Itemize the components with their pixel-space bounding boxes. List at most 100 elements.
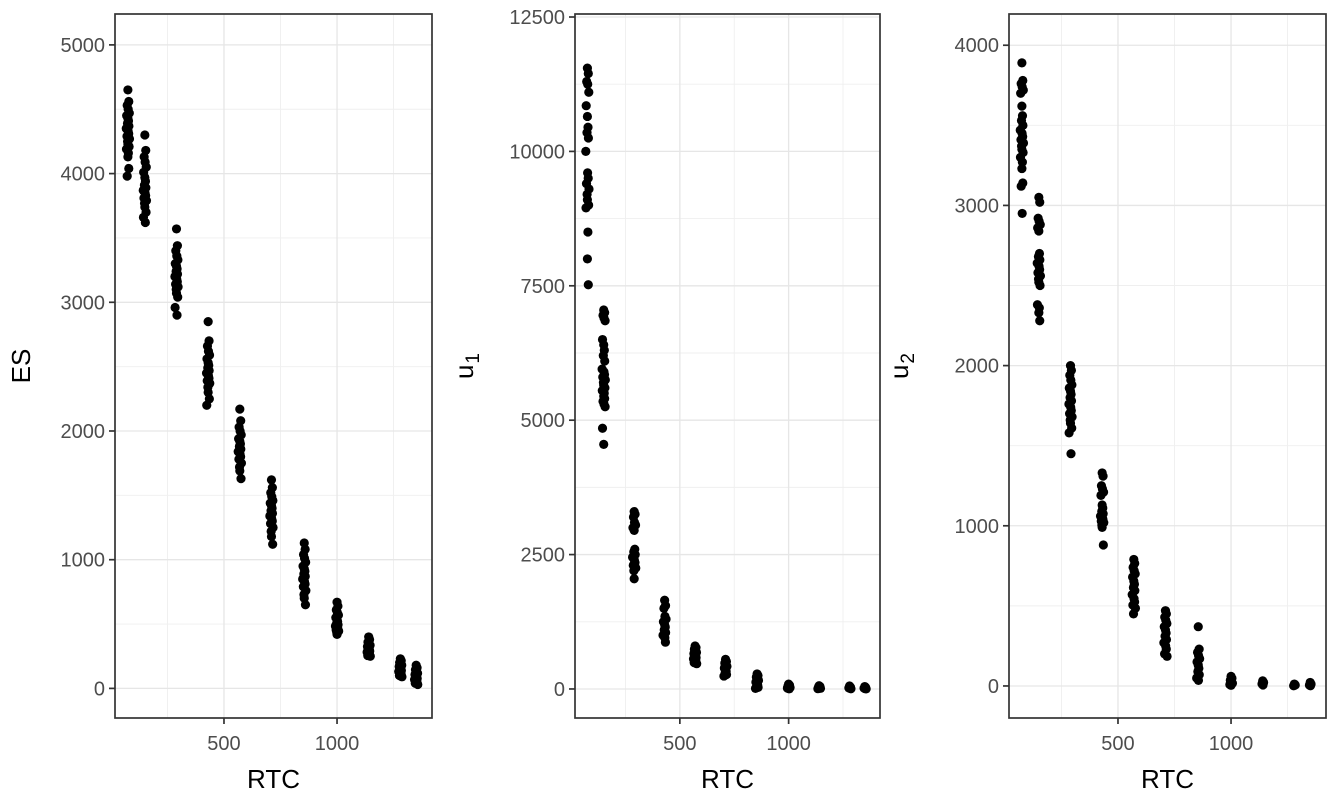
panel-border	[114, 13, 433, 719]
x-axis-title: RTC	[247, 764, 300, 794]
data-point	[1193, 622, 1203, 632]
y-tick-label: 0	[554, 679, 565, 701]
x-tick-label: 1000	[315, 733, 360, 755]
y-tick-label: 2500	[521, 545, 566, 567]
data-point	[202, 400, 212, 410]
x-tick-label: 500	[207, 733, 240, 755]
y-tick-label: 5000	[521, 410, 566, 432]
data-point	[1066, 449, 1076, 459]
data-point	[123, 152, 133, 162]
x-tick-label: 500	[1101, 733, 1134, 755]
data-point	[583, 79, 593, 89]
y-tick-label: 3000	[955, 195, 1000, 217]
y-tick-label: 2000	[955, 356, 1000, 378]
data-point	[266, 531, 277, 542]
x-tick-label: 500	[663, 733, 696, 755]
data-point	[629, 566, 639, 576]
data-point	[597, 423, 608, 433]
data-point	[1017, 163, 1027, 174]
y-tick-label: 3000	[61, 292, 106, 314]
data-point	[397, 672, 407, 682]
data-point	[1098, 471, 1108, 481]
data-point	[140, 130, 150, 140]
y-tick-label: 0	[988, 676, 999, 698]
data-point	[203, 316, 213, 327]
data-point	[600, 316, 610, 326]
data-point	[584, 87, 594, 97]
data-point	[1226, 680, 1236, 690]
data-point	[1097, 522, 1107, 532]
y-tick-label: 12500	[509, 7, 565, 29]
panel-border	[574, 13, 881, 719]
data-point	[1098, 540, 1108, 550]
data-point	[266, 475, 277, 485]
y-tick-label: 4000	[955, 35, 1000, 57]
y-axis-title: u1	[449, 353, 484, 379]
y-axis-title: u2	[884, 353, 919, 379]
data-point	[1258, 680, 1268, 690]
data-point	[582, 254, 593, 264]
data-point	[629, 574, 639, 584]
data-point	[1305, 681, 1316, 691]
data-point	[1016, 181, 1026, 191]
data-point	[1016, 88, 1026, 98]
data-point	[846, 684, 856, 694]
data-point	[1035, 316, 1045, 326]
y-tick-label: 7500	[521, 276, 566, 298]
data-point	[629, 525, 639, 535]
data-point	[1017, 58, 1027, 68]
y-axis-title: ES	[6, 349, 36, 384]
y-tick-label: 1000	[955, 516, 1000, 538]
data-point	[235, 404, 245, 414]
data-point	[122, 171, 132, 181]
data-point	[599, 439, 609, 449]
data-point	[413, 679, 423, 690]
data-point	[172, 310, 182, 320]
data-point	[268, 539, 278, 549]
data-point	[235, 466, 245, 476]
data-point	[140, 217, 150, 228]
data-point	[171, 224, 182, 234]
data-point	[1064, 428, 1074, 438]
data-point	[1162, 651, 1172, 661]
data-point	[581, 203, 591, 213]
data-point	[600, 402, 610, 412]
panel-background	[115, 14, 432, 718]
data-point	[659, 603, 669, 613]
x-tick-label: 1000	[1209, 733, 1254, 755]
data-point	[583, 68, 593, 79]
data-point	[719, 671, 729, 681]
data-point	[123, 85, 133, 95]
data-point	[170, 302, 180, 313]
data-point	[300, 600, 311, 610]
data-point	[365, 651, 375, 661]
data-point	[784, 684, 794, 694]
panel-background	[575, 14, 880, 718]
data-point	[583, 227, 593, 237]
data-point	[1289, 681, 1299, 691]
data-point	[1017, 208, 1027, 219]
data-point	[332, 629, 342, 639]
data-point	[1096, 490, 1106, 500]
data-point	[692, 659, 702, 669]
x-axis-title: RTC	[1141, 764, 1194, 794]
data-point	[236, 474, 246, 484]
data-point	[583, 280, 593, 290]
x-axis-title: RTC	[701, 764, 754, 794]
data-point	[1193, 675, 1204, 685]
data-point	[750, 683, 761, 694]
y-tick-label: 5000	[61, 35, 106, 57]
data-point	[581, 101, 591, 111]
data-point	[173, 292, 183, 302]
data-point	[600, 356, 610, 366]
data-point	[124, 163, 134, 174]
data-point	[861, 684, 871, 694]
data-point	[660, 637, 671, 647]
y-tick-label: 10000	[509, 141, 565, 163]
data-point	[582, 111, 593, 122]
y-tick-label: 2000	[61, 421, 106, 443]
data-point	[1034, 226, 1044, 236]
data-point	[1128, 609, 1139, 619]
